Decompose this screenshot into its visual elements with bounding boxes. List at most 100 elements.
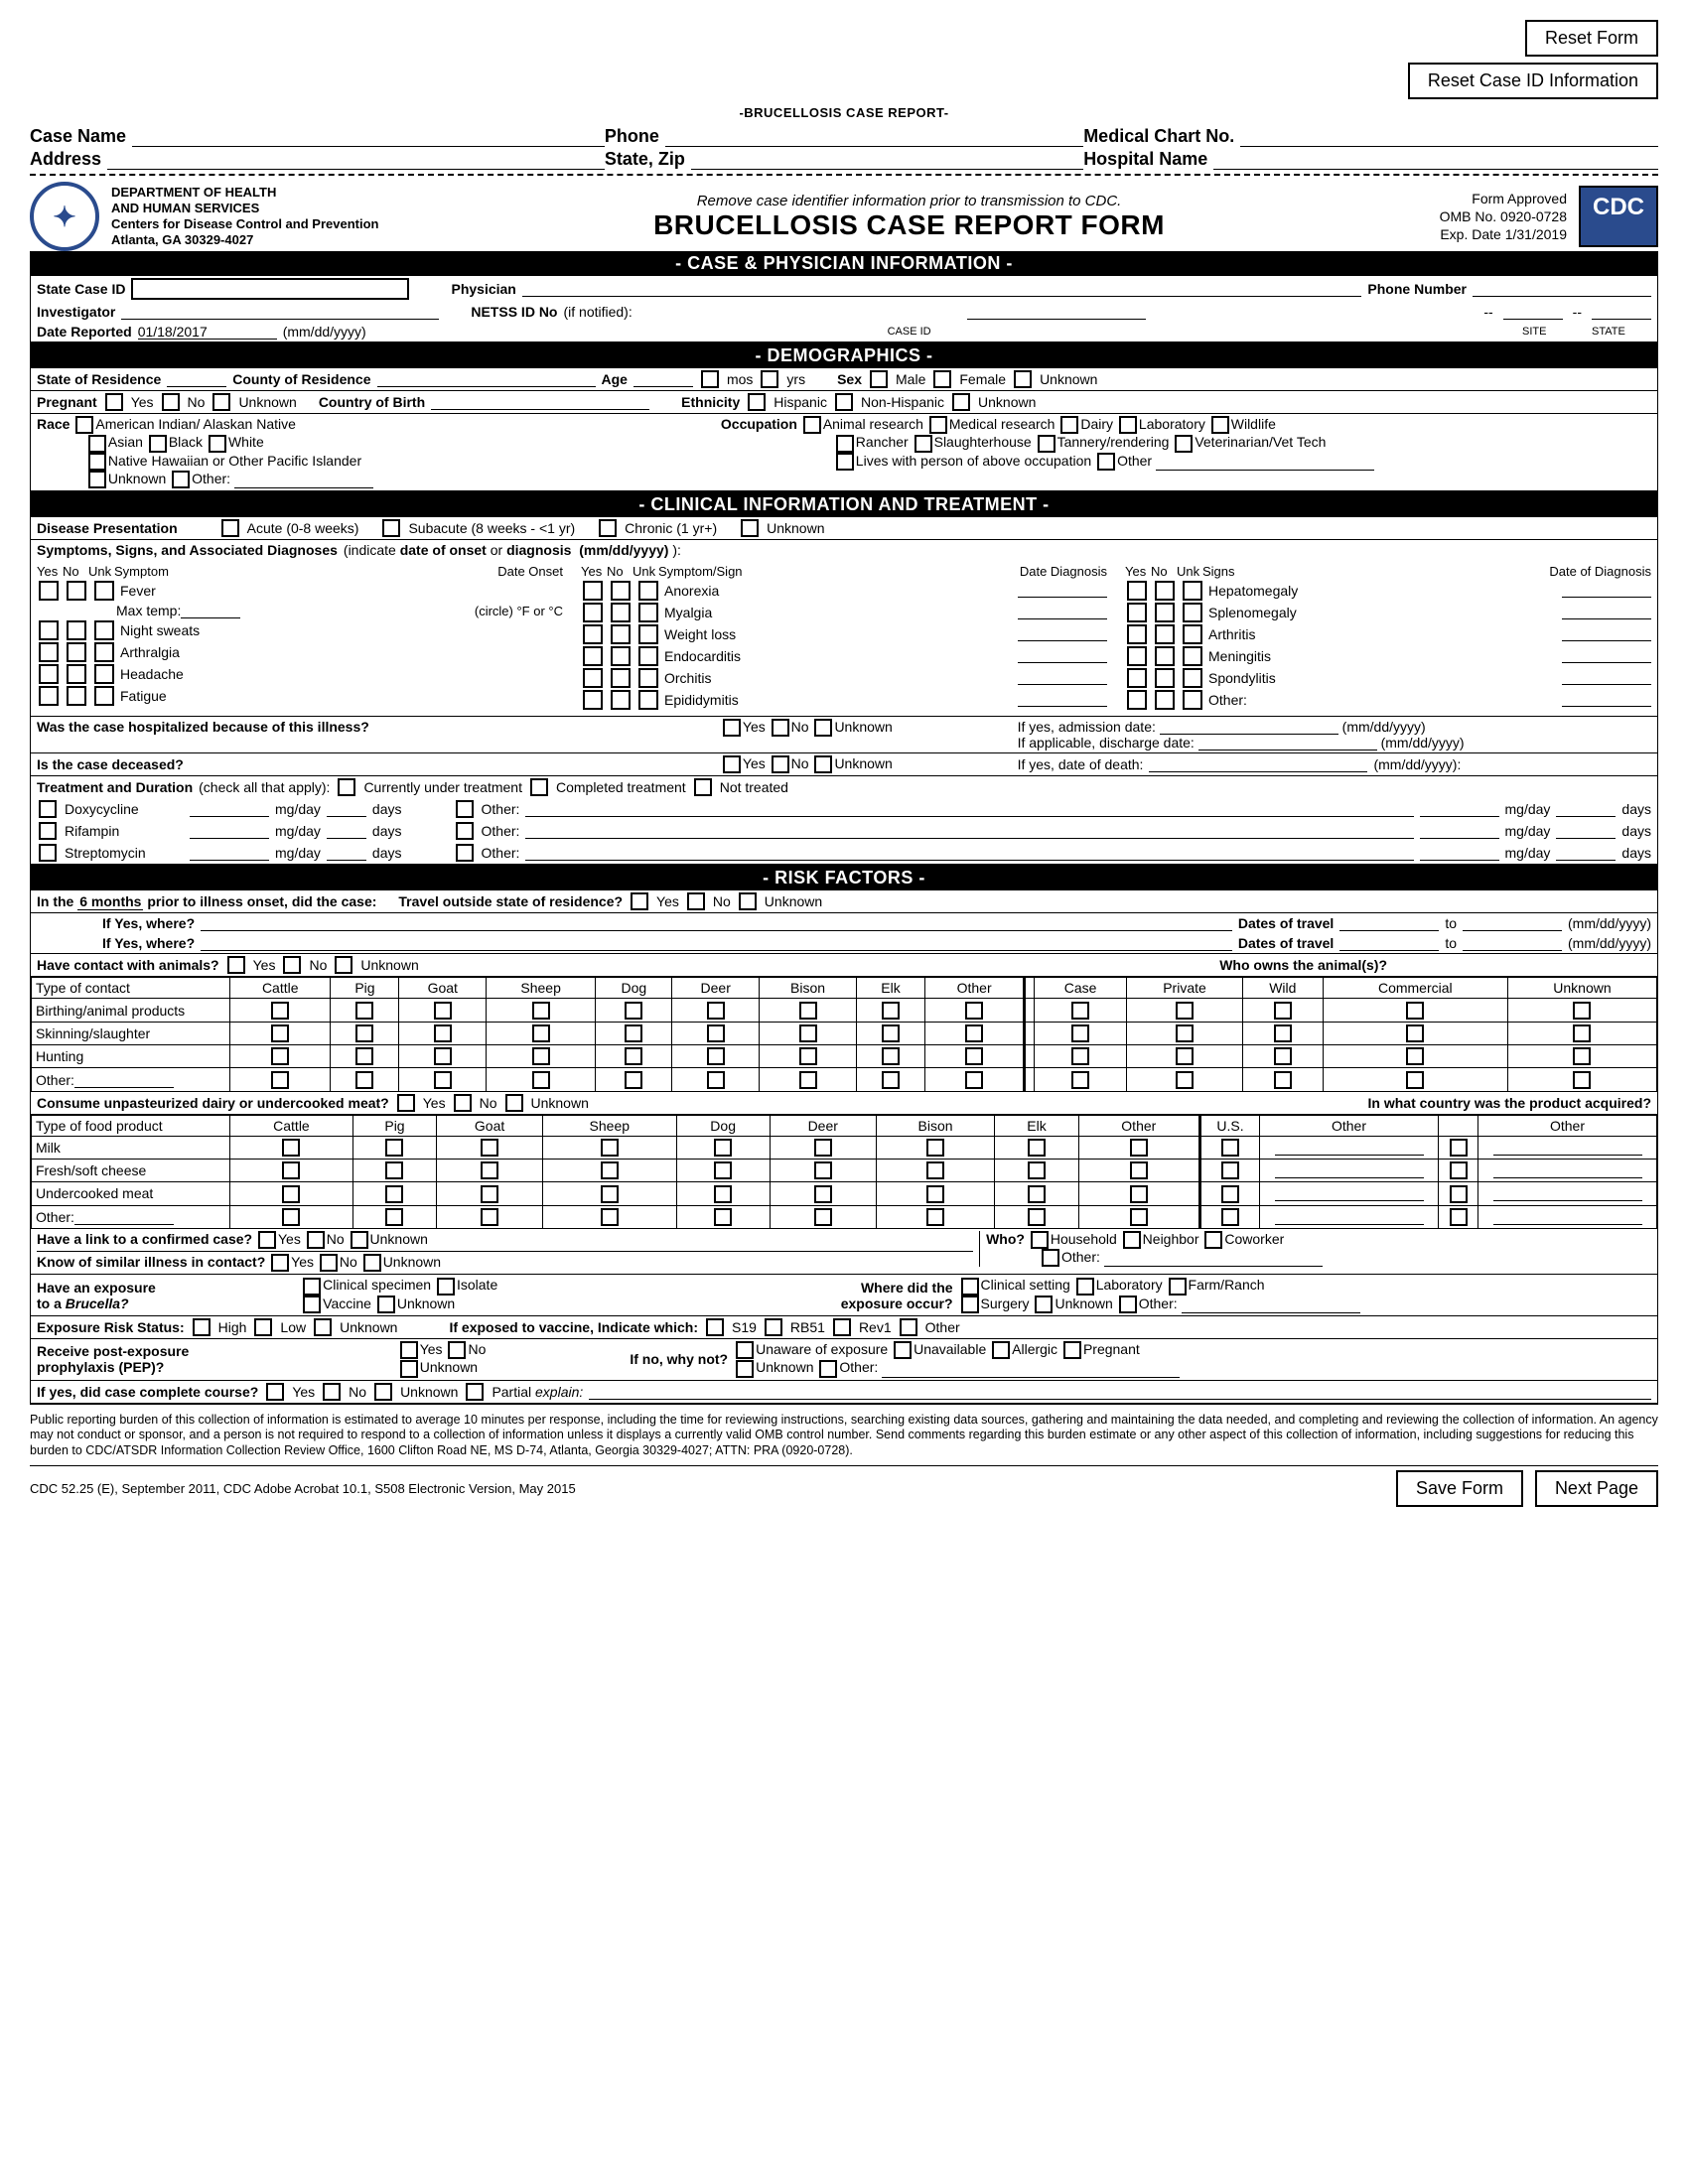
grid-checkbox[interactable] — [1028, 1185, 1046, 1203]
grid-checkbox[interactable] — [1406, 1047, 1424, 1065]
grid-checkbox[interactable] — [282, 1185, 300, 1203]
sym-checkbox[interactable] — [1127, 646, 1147, 666]
hosp-no-checkbox[interactable] — [772, 719, 789, 737]
vac-checkbox[interactable] — [765, 1318, 782, 1336]
sym-checkbox[interactable] — [1127, 624, 1147, 644]
grid-checkbox[interactable] — [1274, 1024, 1292, 1042]
drug-other-days-input[interactable] — [1556, 801, 1616, 817]
grid-checkbox[interactable] — [707, 1047, 725, 1065]
drug-other-days-input[interactable] — [1556, 823, 1616, 839]
race-checkbox[interactable] — [88, 453, 106, 471]
grid-checkbox[interactable] — [926, 1161, 944, 1179]
race-other-input[interactable] — [234, 473, 373, 488]
sym-checkbox[interactable] — [638, 624, 658, 644]
eth-nonhispanic-checkbox[interactable] — [835, 393, 853, 411]
symptom-date-input[interactable] — [1018, 627, 1107, 641]
travel-yes-checkbox[interactable] — [631, 892, 648, 910]
occur-checkbox[interactable] — [1035, 1296, 1053, 1313]
grid-checkbox[interactable] — [926, 1139, 944, 1157]
sym-checkbox[interactable] — [39, 686, 59, 706]
sym-checkbox[interactable] — [611, 646, 631, 666]
grid-checkbox[interactable] — [799, 1071, 817, 1089]
sym-checkbox[interactable] — [94, 642, 114, 662]
vac-checkbox[interactable] — [833, 1318, 851, 1336]
pregnant-unknown-checkbox[interactable] — [212, 393, 230, 411]
sym-checkbox[interactable] — [94, 686, 114, 706]
risk-checkbox[interactable] — [193, 1318, 211, 1336]
why-checkbox[interactable] — [992, 1341, 1010, 1359]
grid-checkbox[interactable] — [1573, 1047, 1591, 1065]
reset-form-button[interactable]: Reset Form — [1525, 20, 1658, 57]
drug-checkbox[interactable] — [39, 800, 57, 818]
drug-dose-input[interactable] — [190, 801, 269, 817]
travel-from-input[interactable] — [1339, 935, 1439, 951]
sym-checkbox[interactable] — [583, 624, 603, 644]
grid-checkbox[interactable] — [1071, 1071, 1089, 1089]
occur-checkbox[interactable] — [961, 1278, 979, 1296]
sym-checkbox[interactable] — [611, 603, 631, 622]
travel-to-input[interactable] — [1463, 915, 1562, 931]
sym-checkbox[interactable] — [611, 668, 631, 688]
food-yes-checkbox[interactable] — [397, 1094, 415, 1112]
bru-checkbox[interactable] — [437, 1278, 455, 1296]
grid-checkbox[interactable] — [271, 1047, 289, 1065]
sym-checkbox[interactable] — [1155, 646, 1175, 666]
sym-checkbox[interactable] — [67, 664, 86, 684]
sym-checkbox[interactable] — [1183, 646, 1202, 666]
grid-checkbox[interactable] — [1450, 1139, 1468, 1157]
occ-checkbox[interactable] — [803, 416, 821, 434]
grid-checkbox[interactable] — [601, 1161, 619, 1179]
sym-checkbox[interactable] — [1155, 624, 1175, 644]
sym-checkbox[interactable] — [1183, 668, 1202, 688]
country-other-input[interactable] — [1493, 1185, 1642, 1201]
sex-male-checkbox[interactable] — [870, 370, 888, 388]
sym-checkbox[interactable] — [1155, 668, 1175, 688]
dp-checkbox[interactable] — [221, 519, 239, 537]
occ-checkbox[interactable] — [836, 435, 854, 453]
grid-checkbox[interactable] — [1406, 1071, 1424, 1089]
why-checkbox[interactable] — [1063, 1341, 1081, 1359]
grid-checkbox[interactable] — [799, 1002, 817, 1020]
pregnant-no-checkbox[interactable] — [162, 393, 180, 411]
sym-checkbox[interactable] — [583, 690, 603, 710]
sym-checkbox[interactable] — [1155, 603, 1175, 622]
country-other-input[interactable] — [1275, 1209, 1424, 1225]
grid-checkbox[interactable] — [714, 1161, 732, 1179]
travel-where-input[interactable] — [201, 915, 1232, 931]
dec-unk-checkbox[interactable] — [814, 755, 832, 773]
grid-checkbox[interactable] — [1130, 1161, 1148, 1179]
who-other-input[interactable] — [1104, 1251, 1323, 1267]
age-yrs-checkbox[interactable] — [761, 370, 778, 388]
travel-no-checkbox[interactable] — [687, 892, 705, 910]
sym-checkbox[interactable] — [611, 581, 631, 601]
occ-other-input[interactable] — [1156, 455, 1374, 471]
vac-checkbox[interactable] — [706, 1318, 724, 1336]
grid-checkbox[interactable] — [1274, 1071, 1292, 1089]
county-res-input[interactable] — [377, 371, 596, 387]
grid-checkbox[interactable] — [1573, 1071, 1591, 1089]
tx-checkbox[interactable] — [338, 778, 355, 796]
sym-checkbox[interactable] — [67, 686, 86, 706]
grid-checkbox[interactable] — [481, 1185, 498, 1203]
food-unk-checkbox[interactable] — [505, 1094, 523, 1112]
grid-checkbox[interactable] — [814, 1161, 832, 1179]
grid-checkbox[interactable] — [434, 1002, 452, 1020]
grid-checkbox[interactable] — [355, 1002, 373, 1020]
grid-checkbox[interactable] — [385, 1139, 403, 1157]
drug-other-name-input[interactable] — [525, 845, 1413, 861]
grid-checkbox[interactable] — [1071, 1002, 1089, 1020]
link-yes-checkbox[interactable] — [258, 1231, 276, 1249]
grid-checkbox[interactable] — [882, 1002, 900, 1020]
drug-dose-input[interactable] — [190, 845, 269, 861]
eth-hispanic-checkbox[interactable] — [748, 393, 766, 411]
grid-checkbox[interactable] — [385, 1185, 403, 1203]
bru-checkbox[interactable] — [303, 1296, 321, 1313]
country-other-input[interactable] — [1275, 1162, 1424, 1178]
race-checkbox[interactable] — [75, 416, 93, 434]
who-checkbox[interactable] — [1042, 1249, 1059, 1267]
drug-other-checkbox[interactable] — [456, 822, 474, 840]
who-checkbox[interactable] — [1123, 1231, 1141, 1249]
next-page-button[interactable]: Next Page — [1535, 1470, 1658, 1507]
grid-checkbox[interactable] — [965, 1071, 983, 1089]
dp-checkbox[interactable] — [382, 519, 400, 537]
